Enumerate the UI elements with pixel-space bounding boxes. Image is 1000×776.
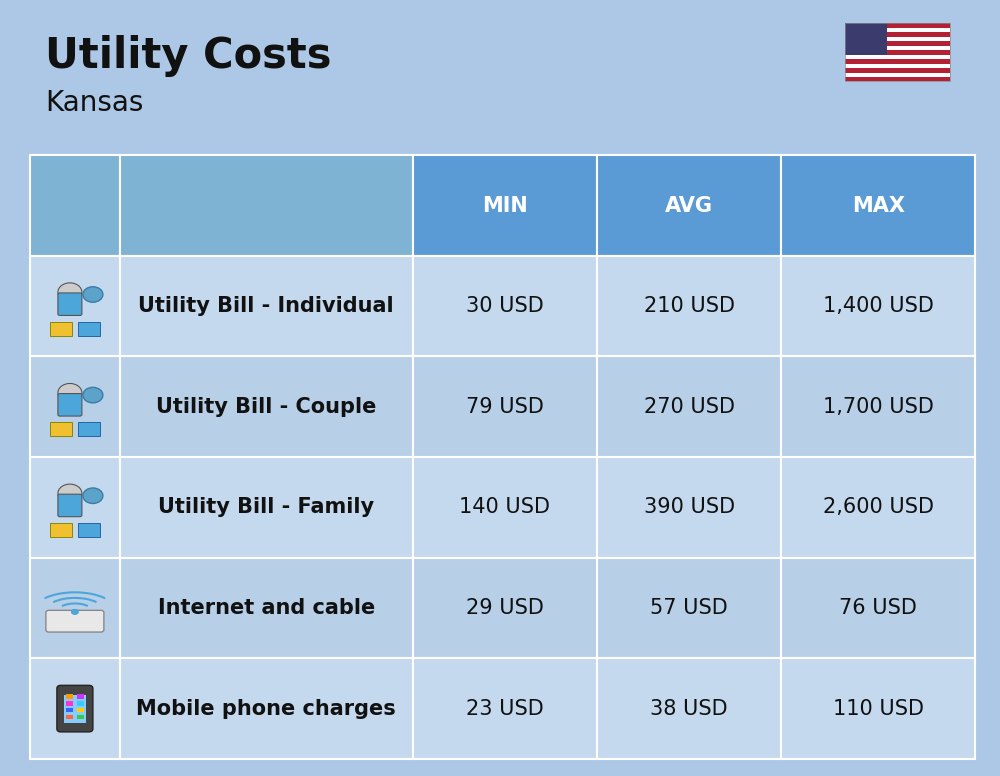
Text: 57 USD: 57 USD	[650, 598, 728, 618]
Text: 38 USD: 38 USD	[650, 698, 728, 719]
Text: 390 USD: 390 USD	[644, 497, 735, 518]
Text: 110 USD: 110 USD	[833, 698, 924, 719]
Text: 2,600 USD: 2,600 USD	[823, 497, 934, 518]
Text: 30 USD: 30 USD	[466, 296, 544, 316]
Text: 140 USD: 140 USD	[459, 497, 550, 518]
Text: 270 USD: 270 USD	[644, 397, 735, 417]
Text: Utility Bill - Family: Utility Bill - Family	[158, 497, 374, 518]
Text: Mobile phone charges: Mobile phone charges	[136, 698, 396, 719]
Text: MAX: MAX	[852, 196, 905, 216]
Text: 1,400 USD: 1,400 USD	[823, 296, 934, 316]
Text: AVG: AVG	[665, 196, 713, 216]
Text: Kansas: Kansas	[45, 89, 143, 117]
Text: Utility Costs: Utility Costs	[45, 35, 332, 77]
Text: 29 USD: 29 USD	[466, 598, 544, 618]
Text: 1,700 USD: 1,700 USD	[823, 397, 934, 417]
Text: 23 USD: 23 USD	[466, 698, 544, 719]
Text: MIN: MIN	[482, 196, 528, 216]
Text: Utility Bill - Individual: Utility Bill - Individual	[138, 296, 394, 316]
Text: 76 USD: 76 USD	[839, 598, 917, 618]
Text: Utility Bill - Couple: Utility Bill - Couple	[156, 397, 376, 417]
Text: 210 USD: 210 USD	[644, 296, 735, 316]
Text: 79 USD: 79 USD	[466, 397, 544, 417]
Text: Internet and cable: Internet and cable	[158, 598, 375, 618]
